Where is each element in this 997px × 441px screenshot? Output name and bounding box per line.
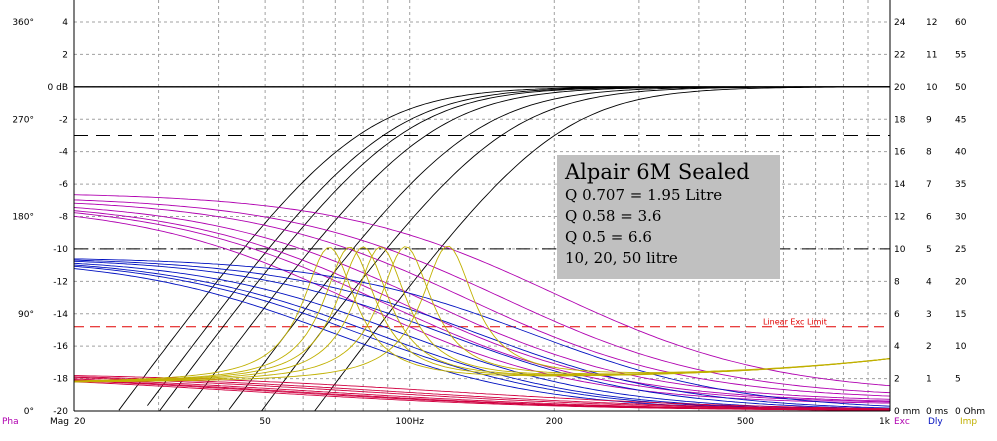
right-tick-label: 15 bbox=[955, 310, 966, 320]
excursion-curve bbox=[73, 268, 890, 411]
right-tick-label: 3 bbox=[926, 310, 932, 320]
right-tick-label: 8 bbox=[926, 148, 932, 158]
right-tick-label: 10 bbox=[926, 83, 938, 93]
excursion-curve bbox=[73, 258, 891, 407]
annotation-line: 10, 20, 50 litre bbox=[565, 249, 678, 267]
right-tick-label: 10 bbox=[894, 245, 906, 255]
y-tick-label: -10 bbox=[53, 245, 68, 255]
phase-tick-label: 90° bbox=[18, 310, 34, 320]
right-tick-label: 6 bbox=[926, 213, 932, 223]
y-tick-label: 4 bbox=[62, 18, 68, 28]
excursion-curve bbox=[73, 259, 891, 409]
corner-label: Imp bbox=[960, 417, 977, 427]
right-tick-label: 0 mm bbox=[894, 407, 920, 417]
right-tick-label: 1 bbox=[926, 375, 932, 385]
y-tick-label: 2 bbox=[62, 50, 68, 60]
right-tick-label: 0 ms bbox=[926, 407, 948, 417]
phase-tick-label: 270° bbox=[12, 115, 34, 125]
phase-curve bbox=[73, 207, 891, 400]
right-tick-label: 2 bbox=[894, 375, 900, 385]
delay-curve bbox=[73, 378, 890, 411]
right-tick-label: 4 bbox=[926, 277, 932, 287]
y-tick-label: -4 bbox=[59, 148, 68, 158]
phase-tick-label: 360° bbox=[12, 18, 34, 28]
y-tick-label: -14 bbox=[53, 310, 68, 320]
y-tick-label: -6 bbox=[59, 180, 68, 190]
right-tick-label: 4 bbox=[894, 342, 900, 352]
delay-curve bbox=[73, 380, 891, 411]
right-tick-label: 40 bbox=[955, 148, 967, 158]
annotation-title: Alpair 6M Sealed bbox=[565, 160, 750, 184]
right-tick-label: 18 bbox=[894, 115, 906, 125]
right-tick-label: 12 bbox=[894, 213, 905, 223]
phase-curve bbox=[73, 210, 891, 402]
phase-curve bbox=[73, 199, 891, 394]
annotation-line: Q 0.707 = 1.95 Litre bbox=[565, 186, 723, 204]
delay-curve bbox=[73, 376, 890, 410]
right-tick-label: 10 bbox=[955, 342, 967, 352]
right-tick-label: 20 bbox=[894, 83, 906, 93]
right-tick-label: 16 bbox=[894, 148, 906, 158]
right-tick-label: 8 bbox=[894, 277, 900, 287]
right-tick-label: 24 bbox=[894, 18, 906, 28]
corner-label: Dly bbox=[928, 417, 943, 427]
phase-curve bbox=[73, 212, 891, 403]
phase-curve bbox=[73, 202, 891, 397]
y-tick-label: -16 bbox=[53, 342, 68, 352]
right-tick-label: 11 bbox=[926, 50, 937, 60]
excursion-curve bbox=[73, 260, 891, 410]
curves bbox=[73, 86, 891, 412]
y-tick-label: -8 bbox=[59, 213, 68, 223]
phase-curve bbox=[73, 215, 891, 404]
right-tick-label: 55 bbox=[955, 50, 966, 60]
phase-tick-label: 180° bbox=[12, 213, 34, 223]
right-tick-label: 0 Ohm bbox=[955, 407, 985, 417]
right-tick-label: 45 bbox=[955, 115, 966, 125]
corner-label: Mag bbox=[50, 417, 69, 427]
x-tick-label: 1k bbox=[879, 417, 891, 427]
right-tick-label: 9 bbox=[926, 115, 932, 125]
x-tick-label: 20 bbox=[74, 417, 86, 427]
impedance-curve bbox=[73, 245, 891, 383]
y-tick-label: -20 bbox=[53, 407, 68, 417]
right-tick-label: 35 bbox=[955, 180, 966, 190]
annotation-line: Q 0.5 = 6.6 bbox=[565, 228, 652, 246]
right-tick-label: 5 bbox=[955, 375, 961, 385]
right-tick-label: 12 bbox=[926, 18, 937, 28]
right-tick-label: 2 bbox=[926, 342, 932, 352]
y-tick-label: -2 bbox=[59, 115, 68, 125]
delay-curve bbox=[73, 377, 890, 411]
axes bbox=[73, 0, 891, 412]
y-tick-label: 0 dB bbox=[48, 83, 68, 93]
annotation-box: Alpair 6M Sealed Q 0.707 = 1.95 Litre Q … bbox=[557, 155, 780, 279]
right-tick-label: 7 bbox=[926, 180, 932, 190]
right-tick-label: 5 bbox=[926, 245, 932, 255]
x-tick-label: 100Hz bbox=[395, 417, 424, 427]
x-tick-label: 500 bbox=[737, 417, 754, 427]
right-tick-label: 22 bbox=[894, 50, 905, 60]
x-tick-label: 200 bbox=[546, 417, 563, 427]
right-tick-label: 6 bbox=[894, 310, 900, 320]
corner-label: Pha bbox=[2, 417, 19, 427]
annotation-line: Q 0.58 = 3.6 bbox=[565, 207, 662, 225]
exc-limit-label: Linear Exc Limit bbox=[763, 318, 827, 327]
y-tick-label: -18 bbox=[53, 375, 68, 385]
right-tick-label: 20 bbox=[955, 277, 967, 287]
right-tick-label: 14 bbox=[894, 180, 906, 190]
magnitude-curve bbox=[314, 86, 891, 412]
y-tick-label: -12 bbox=[53, 277, 68, 287]
right-tick-label: 25 bbox=[955, 245, 966, 255]
right-tick-label: 60 bbox=[955, 18, 967, 28]
tick-labels: Linear Exc Limit 4 2 0 dB -2 -4 -6 -8 -10 -12 -14 -… bbox=[2, 18, 985, 427]
phase-tick-label: 0° bbox=[24, 407, 34, 417]
x-tick-label: 50 bbox=[259, 417, 271, 427]
right-tick-label: 50 bbox=[955, 83, 967, 93]
phase-curve bbox=[73, 194, 891, 387]
right-tick-label: 30 bbox=[955, 213, 967, 223]
corner-label: Exc bbox=[894, 417, 910, 427]
